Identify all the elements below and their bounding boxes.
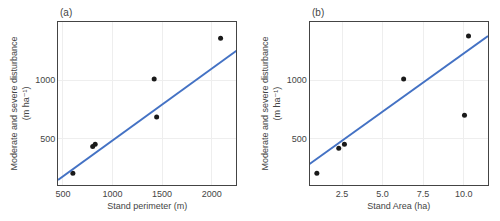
- svg-text:500: 500: [40, 134, 55, 144]
- svg-text:1000: 1000: [103, 189, 123, 199]
- svg-text:(a): (a): [60, 7, 72, 18]
- svg-text:5.0: 5.0: [376, 189, 389, 199]
- svg-text:(b): (b): [312, 7, 324, 18]
- svg-text:1000: 1000: [287, 75, 307, 85]
- svg-text:7.5: 7.5: [417, 189, 430, 199]
- svg-text:Stand perimeter (m): Stand perimeter (m): [107, 201, 187, 211]
- svg-text:500: 500: [55, 189, 70, 199]
- svg-text:2.5: 2.5: [336, 189, 349, 199]
- svg-text:Moderate and severe disturbanc: Moderate and severe disturbance(m ha⁻¹): [260, 36, 282, 170]
- svg-text:1000: 1000: [35, 75, 55, 85]
- svg-text:2000: 2000: [202, 189, 222, 199]
- svg-text:10.0: 10.0: [455, 189, 473, 199]
- svg-text:Moderate and severe disturbanc: Moderate and severe disturbance(m ha⁻¹): [9, 36, 31, 170]
- svg-text:Stand Area (ha): Stand Area (ha): [367, 201, 430, 211]
- svg-text:1500: 1500: [152, 189, 172, 199]
- svg-text:500: 500: [292, 134, 307, 144]
